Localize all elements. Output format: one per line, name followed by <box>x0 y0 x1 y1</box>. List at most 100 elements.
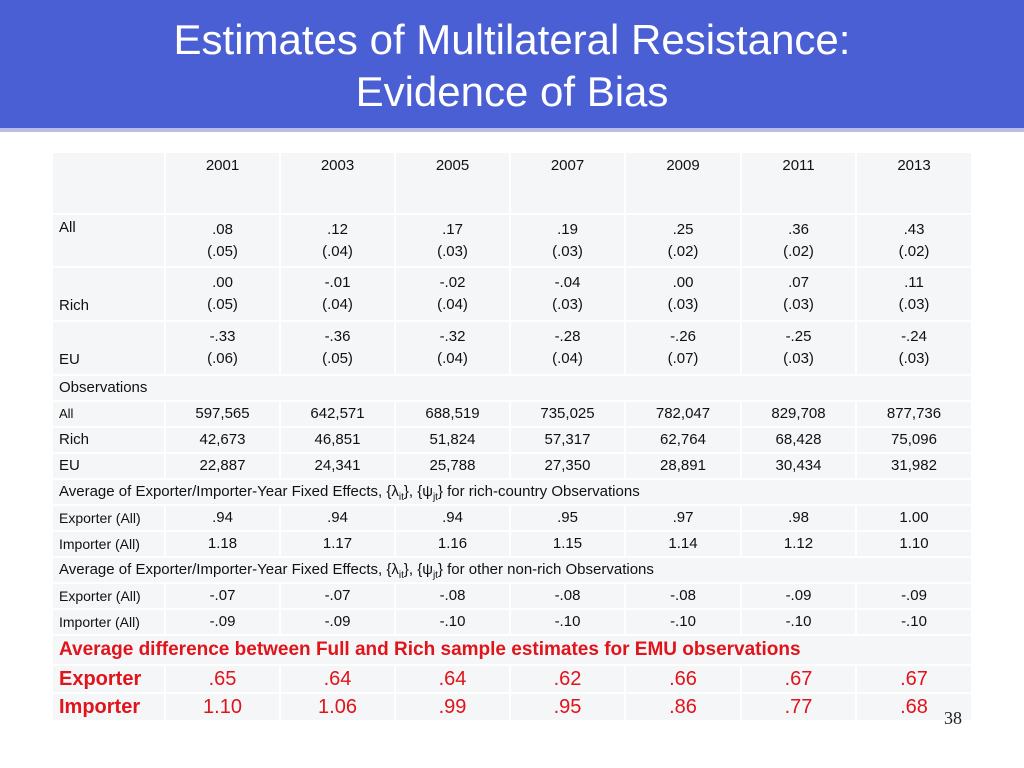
estimate-cell: .17 (.03) <box>396 215 511 268</box>
fixed-effect-value: -.10 <box>742 610 857 636</box>
psi-subscript: jt <box>432 492 438 503</box>
standard-error: (.03) <box>898 296 930 313</box>
observation-count: 735,025 <box>511 402 626 428</box>
standard-error: (.03) <box>552 242 583 260</box>
heading-text: } for rich-country Observations <box>437 483 640 500</box>
observation-count: 62,764 <box>626 428 742 454</box>
observation-count: 877,736 <box>857 402 973 428</box>
estimate-cell: .11 (.03) <box>857 268 973 322</box>
estimate-cell: .07 (.03) <box>742 268 857 322</box>
emu-difference-value: .99 <box>396 694 511 722</box>
fixed-effect-value: 1.12 <box>742 532 857 558</box>
fixed-effect-value: .94 <box>166 506 281 532</box>
heading-text: }, {ψ <box>403 561 433 578</box>
fixed-effect-value: 1.10 <box>857 532 973 558</box>
coefficient: -.32 <box>439 328 466 345</box>
standard-error: (.03) <box>552 296 583 313</box>
coefficient: .17 <box>442 220 463 238</box>
emu-difference-value: 1.06 <box>281 694 396 722</box>
emu-exporter-row: Exporter .65 .64 .64 .62 .66 .67 .67 <box>53 666 973 694</box>
row-label: All <box>53 402 166 428</box>
section-heading: Observations <box>53 376 973 402</box>
row-label: Importer (All) <box>53 532 166 558</box>
fixed-effect-value: -.07 <box>166 584 281 610</box>
estimate-row-rich: Rich .00 (.05) -.01 (.04) -.02 (.04) -.04 (.… <box>53 268 973 322</box>
estimate-cell: .00 (.03) <box>626 268 742 322</box>
estimate-cell: .00 (.05) <box>166 268 281 322</box>
estimate-cell: -.04 (.03) <box>511 268 626 322</box>
observation-count: 25,788 <box>396 454 511 480</box>
coefficient: -.26 <box>670 328 696 345</box>
coefficient: -.01 <box>324 274 351 291</box>
fe-rich-exporter-row: Exporter (All) .94 .94 .94 .95 .97 .98 1… <box>53 506 973 532</box>
emu-difference-value: .65 <box>166 666 281 694</box>
standard-error: (.03) <box>783 296 814 313</box>
fixed-effect-value: 1.14 <box>626 532 742 558</box>
emu-difference-value: .68 <box>857 694 973 722</box>
standard-error: (.05) <box>322 350 353 367</box>
estimate-cell: -.02 (.04) <box>396 268 511 322</box>
estimate-cell: -.25 (.03) <box>742 322 857 376</box>
row-label: Importer (All) <box>53 610 166 636</box>
emu-heading-row: Average difference between Full and Rich… <box>53 636 973 666</box>
fixed-effect-value: -.08 <box>626 584 742 610</box>
observations-row-rich: Rich 42,673 46,851 51,824 57,317 62,764 … <box>53 428 973 454</box>
coefficient: -.24 <box>901 328 927 345</box>
row-label: Exporter (All) <box>53 506 166 532</box>
year-header: 2007 <box>511 153 626 215</box>
standard-error: (.02) <box>667 242 699 260</box>
emu-difference-value: 1.10 <box>166 694 281 722</box>
observation-count: 829,708 <box>742 402 857 428</box>
coefficient: .00 <box>212 274 233 291</box>
observation-count: 22,887 <box>166 454 281 480</box>
observation-count: 782,047 <box>626 402 742 428</box>
coefficient: .07 <box>788 274 809 291</box>
standard-error: (.03) <box>783 350 814 367</box>
emu-difference-value: .77 <box>742 694 857 722</box>
emu-section-heading: Average difference between Full and Rich… <box>53 636 973 666</box>
observation-count: 57,317 <box>511 428 626 454</box>
emu-difference-value: .64 <box>281 666 396 694</box>
year-header: 2001 <box>166 153 281 215</box>
standard-error: (.04) <box>437 350 468 367</box>
heading-text: Average of Exporter/Importer-Year Fixed … <box>59 561 399 578</box>
section-heading: Average of Exporter/Importer-Year Fixed … <box>53 480 973 506</box>
row-label: EU <box>53 454 166 480</box>
row-label: Importer <box>53 694 166 722</box>
standard-error: (.03) <box>437 242 468 260</box>
slide-title: Estimates of Multilateral Resistance: Ev… <box>0 14 1024 118</box>
coefficient: -.02 <box>439 274 466 291</box>
fixed-effect-value: -.08 <box>511 584 626 610</box>
fixed-effect-value: 1.15 <box>511 532 626 558</box>
fe-rich-importer-row: Importer (All) 1.18 1.17 1.16 1.15 1.14 … <box>53 532 973 558</box>
coefficient: -.33 <box>209 328 236 345</box>
coefficient: .00 <box>672 274 694 291</box>
emu-difference-value: .62 <box>511 666 626 694</box>
coefficient: -.28 <box>554 328 581 345</box>
year-header: 2005 <box>396 153 511 215</box>
fe-rich-heading-row: Average of Exporter/Importer-Year Fixed … <box>53 480 973 506</box>
fe-other-heading-row: Average of Exporter/Importer-Year Fixed … <box>53 558 973 584</box>
slide-title-line-1: Estimates of Multilateral Resistance: <box>173 16 851 63</box>
observation-count: 28,891 <box>626 454 742 480</box>
corner-cell <box>53 153 166 215</box>
fixed-effect-value: -.08 <box>396 584 511 610</box>
observation-count: 31,982 <box>857 454 973 480</box>
observation-count: 688,519 <box>396 402 511 428</box>
coefficient: .19 <box>557 220 578 238</box>
psi-subscript: jt <box>432 570 438 581</box>
standard-error: (.04) <box>437 296 468 313</box>
fixed-effect-value: -.10 <box>511 610 626 636</box>
title-underline <box>0 128 1024 132</box>
emu-difference-value: .67 <box>857 666 973 694</box>
observations-heading-row: Observations <box>53 376 973 402</box>
observation-count: 51,824 <box>396 428 511 454</box>
coefficient: -.25 <box>785 328 812 345</box>
year-header: 2011 <box>742 153 857 215</box>
fixed-effect-value: .98 <box>742 506 857 532</box>
fixed-effect-value: -.07 <box>281 584 396 610</box>
estimate-cell: -.24 (.03) <box>857 322 973 376</box>
estimate-cell: .25 (.02) <box>626 215 742 268</box>
observation-count: 642,571 <box>281 402 396 428</box>
standard-error: (.05) <box>207 296 238 313</box>
